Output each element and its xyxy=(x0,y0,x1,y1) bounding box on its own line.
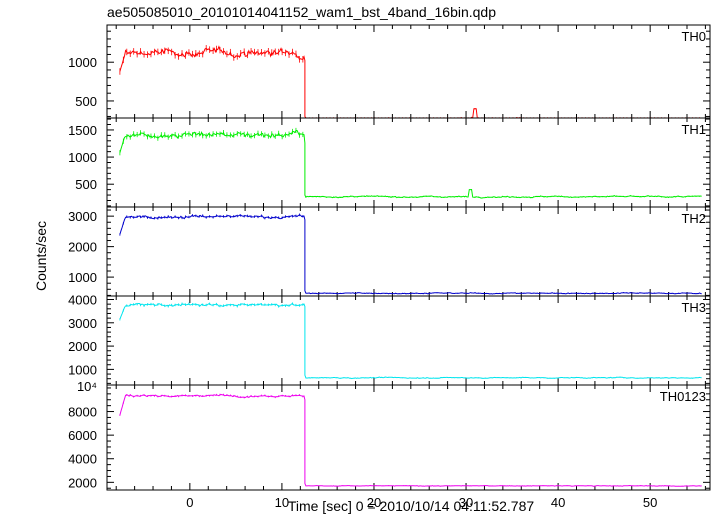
y-tick-label: 1000 xyxy=(68,55,97,70)
x-tick-label: 20 xyxy=(367,495,381,510)
panel-frame xyxy=(106,117,711,208)
y-tick-label: 10⁴ xyxy=(77,379,97,394)
panel-label: TH3 xyxy=(681,300,706,315)
y-tick-label: 1000 xyxy=(68,270,97,285)
x-tick-label: 30 xyxy=(459,495,473,510)
y-tick-label: 1000 xyxy=(68,362,97,377)
panel-label: TH1 xyxy=(681,122,706,137)
y-tick-label: 500 xyxy=(75,94,97,109)
y-tick-label: 8000 xyxy=(68,405,97,420)
series-line-th3 xyxy=(119,302,702,380)
panel-frame xyxy=(106,295,711,386)
y-tick-label: 4000 xyxy=(68,452,97,467)
panel-label: TH2 xyxy=(681,211,706,226)
series-line-th0 xyxy=(119,45,702,119)
series-line-th1 xyxy=(119,130,702,199)
panel-th1: 500 1000 1500 TH1 xyxy=(68,117,711,208)
y-tick-label: 1000 xyxy=(68,150,97,165)
panel-frame xyxy=(106,206,711,297)
x-tick-label: 0 xyxy=(186,495,193,510)
series-line-th0123 xyxy=(119,393,702,487)
x-axis-label: Time [sec] 0 = 2010/10/14 04:11:52.787 xyxy=(288,498,535,514)
panel-th3: 1000 2000 3000 4000 TH3 xyxy=(68,292,711,386)
y-tick-label: 2000 xyxy=(68,475,97,490)
y-tick-label: 6000 xyxy=(68,428,97,443)
x-tick-label: 40 xyxy=(551,495,565,510)
panel-th2: 1000 2000 3000 TH2 xyxy=(68,206,711,297)
y-tick-label: 3000 xyxy=(68,209,97,224)
panel-th0: 500 1000 TH0 xyxy=(68,24,711,119)
panel-th0123: 2000 4000 6000 8000 10⁴ TH0123 xyxy=(68,379,711,491)
panel-label: TH0123 xyxy=(660,389,706,404)
x-tick-label: 10 xyxy=(275,495,289,510)
panel-frame xyxy=(106,24,711,119)
figure-title: ae505085010_20101014041152_wam1_bst_4ban… xyxy=(107,4,496,20)
y-tick-label: 2000 xyxy=(68,240,97,255)
panel-label: TH0 xyxy=(681,29,706,44)
y-tick-label: 4000 xyxy=(68,292,97,307)
y-axis-label: Counts/sec xyxy=(33,221,49,291)
x-tick-label: 50 xyxy=(643,495,657,510)
y-tick-label: 3000 xyxy=(68,316,97,331)
y-tick-label: 2000 xyxy=(68,339,97,354)
series-line-th2 xyxy=(119,214,702,295)
y-tick-label: 500 xyxy=(75,177,97,192)
y-tick-label: 1500 xyxy=(68,123,97,138)
panel-frame xyxy=(106,384,711,491)
